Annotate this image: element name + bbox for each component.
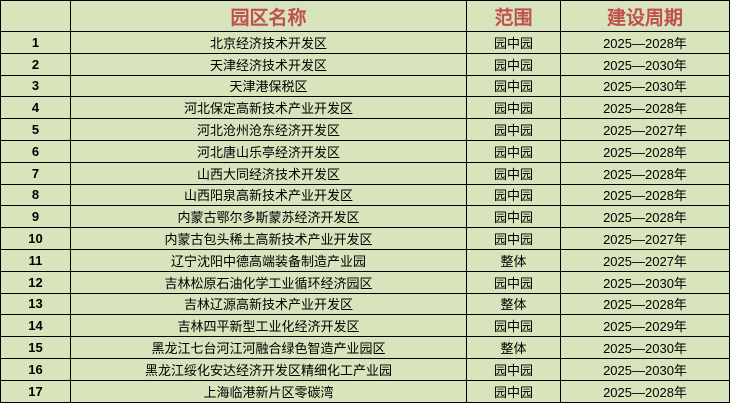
header-index [0,0,71,32]
scope-cell: 园中园 [466,31,561,54]
park-name: 河北沧州沧东经济开发区 [70,118,467,141]
header-name: 园区名称 [70,0,467,32]
period-cell: 2025—2030年 [560,74,730,98]
period-cell: 2025—2028年 [560,292,730,316]
table-row: 6 河北唐山乐亭经济开发区 园中园 2025—2028年 [0,139,730,163]
scope-cell: 园中园 [466,379,561,403]
scope-cell: 园中园 [466,183,561,207]
row-index: 8 [0,183,71,207]
scope-cell: 园中园 [466,96,561,120]
scope-cell: 园中园 [466,74,561,98]
header-period: 建设周期 [560,0,730,32]
period-cell: 2025—2030年 [560,336,730,359]
row-index: 1 [0,31,71,54]
scope-cell: 园中园 [466,52,561,76]
table-row: 7 山西大同经济技术开发区 园中园 2025—2028年 [0,161,730,185]
park-name: 内蒙古包头稀土高新技术产业开发区 [70,227,467,250]
header-scope: 范围 [466,0,561,32]
header-row: 园区名称 范围 建设周期 [0,0,730,32]
period-cell: 2025—2028年 [560,379,730,403]
table-row: 16 黑龙江绥化安达经济开发区精细化工产业园 园中园 2025—2030年 [0,357,730,381]
park-name: 河北唐山乐亭经济开发区 [70,139,467,163]
park-name: 上海临港新片区零碳湾 [70,379,467,403]
row-index: 17 [0,379,71,403]
period-cell: 2025—2030年 [560,357,730,381]
row-index: 7 [0,161,71,185]
table-row: 2 天津经济技术开发区 园中园 2025—2030年 [0,52,730,76]
park-name: 北京经济技术开发区 [70,31,467,54]
period-cell: 2025—2027年 [560,248,730,272]
table-row: 17 上海临港新片区零碳湾 园中园 2025—2028年 [0,379,730,403]
park-name: 天津港保税区 [70,74,467,98]
scope-cell: 整体 [466,248,561,272]
park-name: 辽宁沈阳中德高端装备制造产业园 [70,248,467,272]
scope-cell: 园中园 [466,357,561,381]
row-index: 13 [0,292,71,316]
park-name: 吉林四平新型工业化经济开发区 [70,314,467,338]
table-row: 1 北京经济技术开发区 园中园 2025—2028年 [0,31,730,54]
row-index: 11 [0,248,71,272]
park-name: 河北保定高新技术产业开发区 [70,96,467,120]
period-cell: 2025—2030年 [560,52,730,76]
table-row: 14 吉林四平新型工业化经济开发区 园中园 2025—2029年 [0,314,730,338]
period-cell: 2025—2028年 [560,96,730,120]
scope-cell: 园中园 [466,118,561,141]
table-row: 11 辽宁沈阳中德高端装备制造产业园 整体 2025—2027年 [0,248,730,272]
period-cell: 2025—2028年 [560,183,730,207]
row-index: 12 [0,270,71,294]
row-index: 4 [0,96,71,120]
scope-cell: 园中园 [466,161,561,185]
park-name: 内蒙古鄂尔多斯蒙苏经济开发区 [70,205,467,229]
table-row: 3 天津港保税区 园中园 2025—2030年 [0,74,730,98]
table-row: 12 吉林松原石油化学工业循环经济园区 园中园 2025—2030年 [0,270,730,294]
scope-cell: 整体 [466,292,561,316]
period-cell: 2025—2028年 [560,31,730,54]
period-cell: 2025—2027年 [560,227,730,250]
scope-cell: 园中园 [466,227,561,250]
park-name: 吉林辽源高新技术产业开发区 [70,292,467,316]
scope-cell: 园中园 [466,205,561,229]
period-cell: 2025—2030年 [560,270,730,294]
row-index: 6 [0,139,71,163]
period-cell: 2025—2028年 [560,139,730,163]
scope-cell: 园中园 [466,139,561,163]
table-row: 10 内蒙古包头稀土高新技术产业开发区 园中园 2025—2027年 [0,227,730,250]
park-name: 山西大同经济技术开发区 [70,161,467,185]
period-cell: 2025—2028年 [560,205,730,229]
scope-cell: 整体 [466,336,561,359]
scope-cell: 园中园 [466,314,561,338]
scope-cell: 园中园 [466,270,561,294]
row-index: 9 [0,205,71,229]
park-name: 天津经济技术开发区 [70,52,467,76]
table-row: 4 河北保定高新技术产业开发区 园中园 2025—2028年 [0,96,730,120]
table-row: 9 内蒙古鄂尔多斯蒙苏经济开发区 园中园 2025—2028年 [0,205,730,229]
table-row: 15 黑龙江七台河江河融合绿色智造产业园区 整体 2025—2030年 [0,336,730,359]
table-row: 8 山西阳泉高新技术产业开发区 园中园 2025—2028年 [0,183,730,207]
row-index: 10 [0,227,71,250]
park-name: 吉林松原石油化学工业循环经济园区 [70,270,467,294]
park-name: 山西阳泉高新技术产业开发区 [70,183,467,207]
park-name: 黑龙江绥化安达经济开发区精细化工产业园 [70,357,467,381]
park-name: 黑龙江七台河江河融合绿色智造产业园区 [70,336,467,359]
table-row: 5 河北沧州沧东经济开发区 园中园 2025—2027年 [0,118,730,141]
row-index: 2 [0,52,71,76]
row-index: 3 [0,74,71,98]
row-index: 15 [0,336,71,359]
row-index: 5 [0,118,71,141]
period-cell: 2025—2027年 [560,118,730,141]
table-row: 13 吉林辽源高新技术产业开发区 整体 2025—2028年 [0,292,730,316]
row-index: 16 [0,357,71,381]
period-cell: 2025—2028年 [560,161,730,185]
period-cell: 2025—2029年 [560,314,730,338]
row-index: 14 [0,314,71,338]
